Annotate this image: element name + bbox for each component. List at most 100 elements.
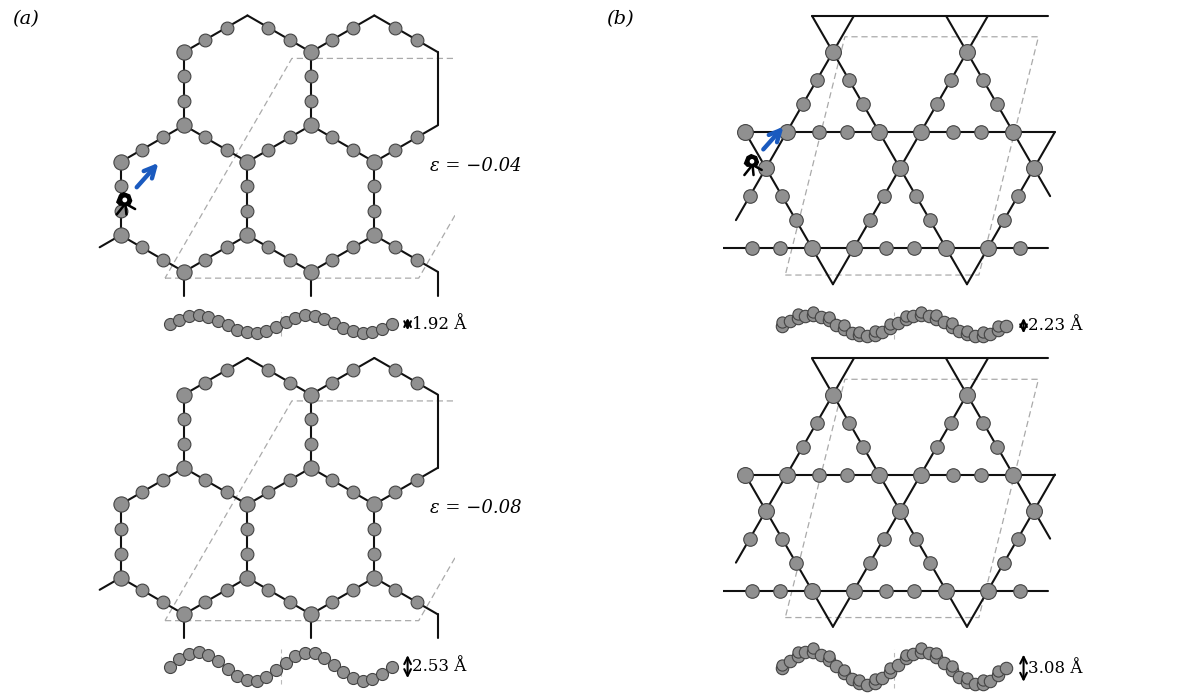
- Point: [353, 675, 372, 686]
- Point: [971, 127, 990, 138]
- Point: [896, 653, 916, 664]
- Point: [228, 670, 247, 682]
- Point: [343, 144, 362, 155]
- Text: 2.53 Å: 2.53 Å: [413, 658, 467, 675]
- Point: [743, 243, 762, 254]
- Point: [858, 331, 877, 342]
- Point: [112, 523, 131, 534]
- Point: [804, 647, 823, 658]
- Point: [281, 475, 300, 486]
- Point: [810, 127, 829, 138]
- Point: [865, 329, 884, 340]
- Point: [996, 320, 1015, 331]
- Point: [343, 326, 362, 337]
- Circle shape: [124, 199, 126, 201]
- Point: [904, 311, 923, 322]
- Point: [935, 657, 954, 668]
- Point: [872, 326, 892, 338]
- Point: [1008, 533, 1027, 545]
- Point: [196, 132, 215, 143]
- Point: [773, 533, 792, 545]
- Point: [850, 326, 869, 338]
- Point: [301, 266, 320, 278]
- Point: [804, 310, 823, 321]
- Point: [286, 312, 305, 323]
- Point: [112, 548, 131, 559]
- Point: [786, 557, 805, 568]
- Point: [174, 389, 193, 401]
- Point: [958, 325, 977, 336]
- Point: [132, 144, 151, 155]
- Point: [780, 316, 799, 327]
- Point: [942, 664, 961, 675]
- Point: [209, 315, 228, 326]
- Point: [362, 326, 382, 338]
- Point: [365, 499, 384, 510]
- Point: [334, 667, 353, 678]
- Point: [132, 584, 151, 596]
- Point: [407, 377, 426, 388]
- Point: [305, 310, 324, 322]
- Point: [343, 672, 362, 684]
- Point: [160, 319, 179, 330]
- Point: [911, 306, 930, 317]
- Point: [343, 487, 362, 498]
- Point: [323, 597, 342, 608]
- Point: [286, 651, 305, 662]
- Point: [1003, 127, 1022, 138]
- Text: 3.08 Å: 3.08 Å: [1028, 660, 1082, 677]
- Point: [796, 310, 815, 322]
- Point: [905, 243, 924, 254]
- Point: [853, 99, 872, 110]
- Point: [865, 326, 884, 337]
- Point: [217, 364, 236, 375]
- Point: [896, 314, 916, 325]
- Point: [942, 317, 961, 329]
- Point: [365, 180, 384, 192]
- Point: [888, 659, 907, 670]
- Point: [870, 469, 889, 480]
- Point: [305, 647, 324, 658]
- Text: ε = −0.08: ε = −0.08: [430, 499, 522, 517]
- Point: [920, 557, 940, 568]
- Point: [196, 475, 215, 486]
- Point: [911, 642, 930, 654]
- Point: [1010, 243, 1030, 254]
- Point: [199, 649, 218, 661]
- Point: [780, 656, 799, 667]
- Point: [811, 312, 830, 323]
- Point: [238, 675, 257, 686]
- Point: [301, 389, 320, 401]
- Point: [896, 649, 916, 661]
- Point: [112, 157, 131, 168]
- Point: [365, 548, 384, 559]
- Point: [257, 325, 276, 336]
- Point: [788, 647, 808, 658]
- Point: [773, 320, 792, 331]
- Point: [958, 389, 977, 401]
- Point: [793, 441, 812, 452]
- Point: [1025, 163, 1044, 174]
- Point: [926, 648, 946, 659]
- Point: [904, 648, 923, 659]
- Point: [174, 609, 193, 620]
- Point: [180, 649, 199, 660]
- Point: [823, 47, 842, 58]
- Point: [174, 71, 193, 82]
- Point: [217, 22, 236, 33]
- Circle shape: [750, 160, 754, 163]
- Point: [911, 469, 930, 480]
- Point: [353, 327, 372, 338]
- Point: [876, 585, 895, 596]
- Point: [996, 663, 1015, 674]
- Point: [276, 316, 295, 327]
- Point: [301, 47, 320, 58]
- Point: [905, 585, 924, 596]
- Point: [385, 22, 404, 33]
- Point: [773, 663, 792, 674]
- Point: [860, 215, 880, 226]
- Point: [238, 327, 257, 338]
- Point: [324, 659, 343, 670]
- Point: [190, 310, 209, 321]
- Text: 1.92 Å: 1.92 Å: [413, 316, 467, 333]
